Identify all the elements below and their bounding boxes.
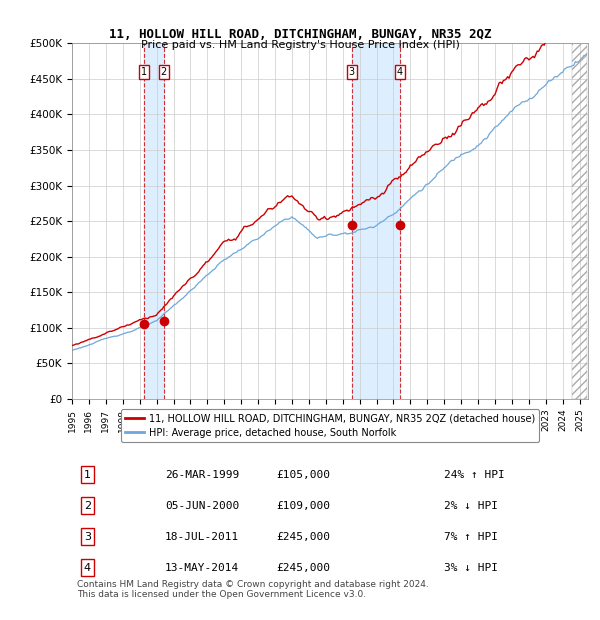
Text: 24% ↑ HPI: 24% ↑ HPI (443, 469, 504, 479)
Text: 05-JUN-2000: 05-JUN-2000 (165, 500, 239, 511)
Text: £109,000: £109,000 (276, 500, 330, 511)
Text: 2: 2 (161, 67, 167, 77)
Text: 4: 4 (84, 563, 91, 573)
Bar (352, 43, 400, 399)
Text: 7% ↑ HPI: 7% ↑ HPI (443, 532, 497, 542)
Bar (143, 43, 164, 399)
Text: 26-MAR-1999: 26-MAR-1999 (165, 469, 239, 479)
Text: 11, HOLLOW HILL ROAD, DITCHINGHAM, BUNGAY, NR35 2QZ: 11, HOLLOW HILL ROAD, DITCHINGHAM, BUNGA… (109, 28, 491, 41)
Text: 1: 1 (140, 67, 146, 77)
Text: £245,000: £245,000 (276, 532, 330, 542)
Text: 3: 3 (84, 532, 91, 542)
Text: 2: 2 (84, 500, 91, 511)
Text: Contains HM Land Registry data © Crown copyright and database right 2024.
This d: Contains HM Land Registry data © Crown c… (77, 580, 429, 599)
Text: 3% ↓ HPI: 3% ↓ HPI (443, 563, 497, 573)
Text: 4: 4 (397, 67, 403, 77)
Text: 3: 3 (349, 67, 355, 77)
Text: £245,000: £245,000 (276, 563, 330, 573)
Text: 18-JUL-2011: 18-JUL-2011 (165, 532, 239, 542)
Legend: 11, HOLLOW HILL ROAD, DITCHINGHAM, BUNGAY, NR35 2QZ (detached house), HPI: Avera: 11, HOLLOW HILL ROAD, DITCHINGHAM, BUNGA… (121, 409, 539, 442)
Text: 2% ↓ HPI: 2% ↓ HPI (443, 500, 497, 511)
Text: 1: 1 (84, 469, 91, 479)
Text: Price paid vs. HM Land Registry's House Price Index (HPI): Price paid vs. HM Land Registry's House … (140, 40, 460, 50)
Text: £105,000: £105,000 (276, 469, 330, 479)
Text: 13-MAY-2014: 13-MAY-2014 (165, 563, 239, 573)
